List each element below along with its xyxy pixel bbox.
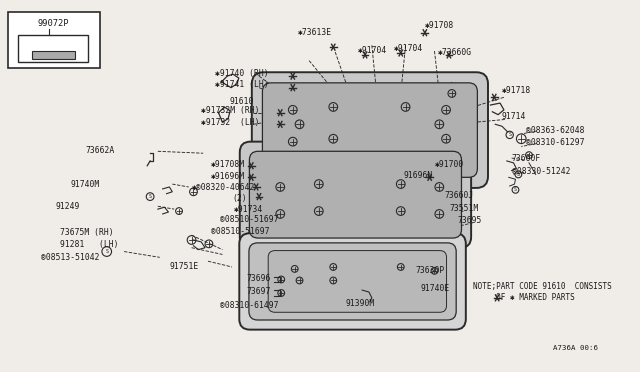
Text: ✱73613E: ✱73613E: [298, 28, 332, 37]
Text: ✱91732  (LH): ✱91732 (LH): [201, 118, 260, 127]
Text: NOTE;PART CODE 91610  CONSISTS: NOTE;PART CODE 91610 CONSISTS: [473, 282, 612, 291]
Bar: [31, 51, 75, 59]
Text: ✱91708M: ✱91708M: [211, 160, 245, 169]
Text: ®08310-61497: ®08310-61497: [220, 301, 278, 310]
FancyBboxPatch shape: [249, 243, 456, 320]
Text: (2): (2): [232, 194, 246, 203]
Text: 73696: 73696: [246, 274, 271, 283]
Text: ®08513-51042: ®08513-51042: [41, 253, 100, 262]
Text: ✱91740 (RH): ✱91740 (RH): [214, 69, 268, 78]
FancyBboxPatch shape: [262, 83, 477, 177]
Text: ✱91704: ✱91704: [394, 44, 423, 53]
Text: ✱91700: ✱91700: [435, 160, 464, 169]
Text: S: S: [517, 172, 520, 177]
FancyBboxPatch shape: [250, 151, 461, 238]
Text: S: S: [508, 132, 511, 137]
Text: ✱®08320-40642: ✱®08320-40642: [191, 183, 255, 192]
Text: 91249: 91249: [56, 202, 80, 211]
Text: S: S: [106, 249, 108, 254]
Text: 73551M: 73551M: [449, 204, 478, 213]
Text: 91281   (LH): 91281 (LH): [60, 240, 119, 249]
Text: ✱91718: ✱91718: [502, 86, 531, 95]
Text: ✱91732M (RH): ✱91732M (RH): [201, 106, 260, 115]
Text: ®08330-51242: ®08330-51242: [511, 167, 570, 176]
Text: OF ✱ MARKED PARTS: OF ✱ MARKED PARTS: [473, 294, 575, 302]
Text: ✱91708: ✱91708: [425, 20, 454, 29]
Text: 91390M: 91390M: [346, 299, 375, 308]
Text: 91740M: 91740M: [70, 180, 99, 189]
Text: ✱91704: ✱91704: [357, 46, 387, 55]
Text: ✱73660G: ✱73660G: [437, 48, 472, 57]
FancyBboxPatch shape: [252, 72, 488, 188]
Text: 73675M (RH): 73675M (RH): [60, 228, 114, 237]
FancyBboxPatch shape: [268, 251, 447, 312]
Bar: [18, 35, 88, 62]
Text: 73660F: 73660F: [511, 154, 541, 163]
Text: ✱91741 (LH): ✱91741 (LH): [214, 80, 268, 89]
Text: 73662A: 73662A: [86, 146, 115, 155]
Text: 91714: 91714: [502, 112, 526, 121]
Text: 73660J: 73660J: [444, 191, 474, 200]
Text: 91740E: 91740E: [420, 284, 449, 293]
Text: 91696N: 91696N: [404, 171, 433, 180]
Text: ✱91696M: ✱91696M: [211, 172, 245, 181]
Text: ®08363-62048: ®08363-62048: [526, 126, 584, 135]
Bar: [8, 13, 100, 68]
Text: 99072P: 99072P: [38, 19, 70, 28]
Text: S: S: [148, 194, 152, 199]
Text: 91751E: 91751E: [170, 263, 198, 272]
Text: 91610: 91610: [229, 97, 253, 106]
Text: S: S: [514, 187, 517, 192]
Text: 73695: 73695: [458, 216, 482, 225]
FancyBboxPatch shape: [240, 142, 471, 248]
Text: A736A 00:6: A736A 00:6: [554, 345, 598, 351]
Text: 73697: 73697: [246, 286, 271, 296]
Text: 73630P: 73630P: [415, 266, 444, 275]
Text: ®08510-51697: ®08510-51697: [221, 215, 279, 224]
Text: ✱91734: ✱91734: [234, 205, 263, 214]
Text: ®08310-61297: ®08310-61297: [526, 138, 584, 147]
Text: ®08510-51697: ®08510-51697: [211, 227, 269, 236]
FancyBboxPatch shape: [239, 233, 466, 330]
